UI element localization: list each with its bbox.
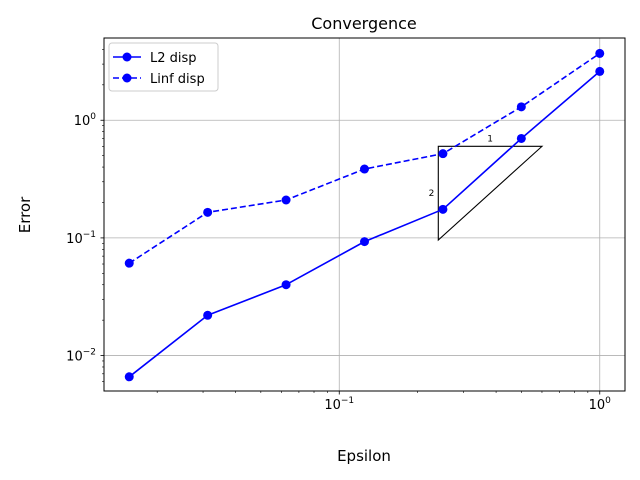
legend-swatch-marker <box>122 73 132 83</box>
series-l2-disp <box>124 66 605 382</box>
series-linf-disp <box>124 48 605 268</box>
data-point-l2-disp <box>203 310 213 320</box>
y-axis-label: Error <box>16 196 34 233</box>
y-tick-label: 10−2 <box>66 348 96 365</box>
data-point-l2-disp <box>281 280 291 290</box>
data-point-l2-disp <box>438 204 448 214</box>
data-point-linf-disp <box>360 164 369 174</box>
y-tick-label: 10−1 <box>66 230 96 247</box>
y-tick-label: 100 <box>74 112 97 129</box>
data-point-linf-disp <box>203 207 213 217</box>
slope-triangle: 12 <box>429 134 544 242</box>
legend-label: Linf disp <box>150 72 205 87</box>
y-axis-ticks: 10−2 10−1 100 <box>66 49 104 382</box>
legend-swatch-marker <box>122 52 132 62</box>
data-point-l2-disp <box>124 372 134 382</box>
series-layer <box>124 48 605 382</box>
data-point-linf-disp <box>281 195 291 205</box>
x-tick-label: 100 <box>589 396 612 413</box>
data-point-l2-disp <box>595 66 605 76</box>
legend-item-l2-disp: L2 disp <box>113 51 197 66</box>
x-axis-ticks: 10−1 100 <box>156 391 612 413</box>
data-point-linf-disp <box>124 258 134 268</box>
chart-title: Convergence <box>311 14 417 33</box>
legend-item-linf-disp: Linf disp <box>113 72 205 87</box>
legend: L2 disp Linf disp <box>108 42 219 92</box>
slope-triangle-shape <box>437 145 544 242</box>
data-point-linf-disp <box>595 48 605 58</box>
x-tick-label: 10−1 <box>324 396 354 413</box>
data-point-l2-disp <box>360 237 369 247</box>
x-axis-label: Epsilon <box>337 447 391 465</box>
slope-rise-label: 2 <box>429 189 435 199</box>
legend-label: L2 disp <box>150 51 197 66</box>
data-point-l2-disp <box>516 133 526 143</box>
data-point-linf-disp <box>438 149 448 159</box>
data-point-linf-disp <box>516 102 526 112</box>
plot-frame <box>103 37 626 392</box>
slope-run-label: 1 <box>487 134 493 144</box>
